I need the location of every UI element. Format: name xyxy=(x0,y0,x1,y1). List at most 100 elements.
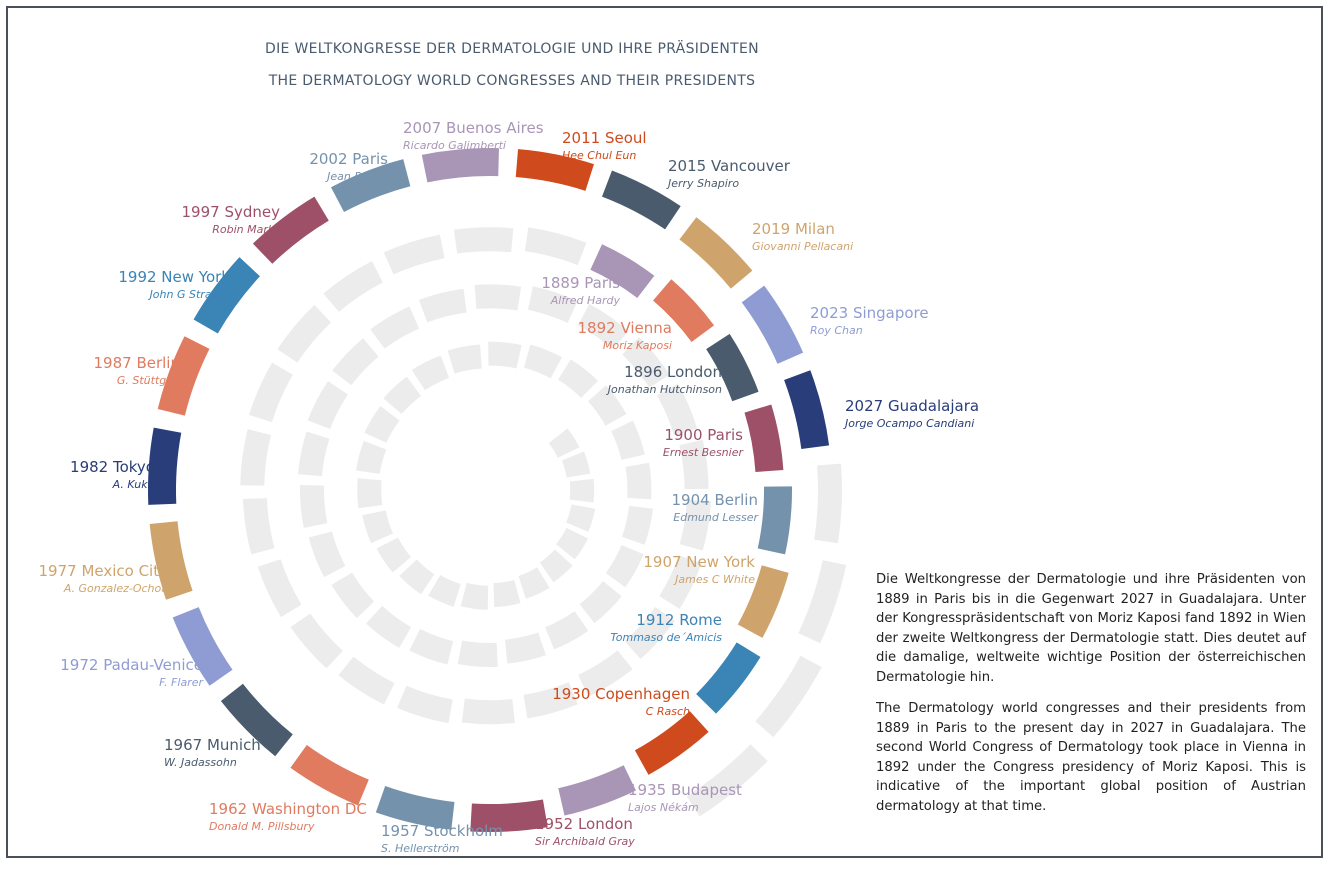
congress-name: 1930 Copenhagen xyxy=(552,685,690,703)
congress-president: Jorge Ocampo Candiani xyxy=(843,417,974,430)
congress-name: 1896 London xyxy=(624,363,722,381)
spiral-segment xyxy=(798,559,847,644)
spiral-segment xyxy=(356,440,387,475)
spiral-segment xyxy=(518,567,550,599)
congress-segment xyxy=(157,336,210,416)
congress-segment xyxy=(737,565,789,638)
spiral-segment xyxy=(524,227,587,266)
spiral-segment xyxy=(242,497,275,555)
congress-segment xyxy=(515,149,594,191)
spiral-segment xyxy=(397,685,453,724)
spiral-segment xyxy=(555,527,589,560)
congress-name: 1997 Sydney xyxy=(182,203,281,221)
congress-name: 1907 New York xyxy=(643,553,755,571)
congress-segment xyxy=(744,404,784,473)
congress-president: Hee Chul Eun xyxy=(562,149,636,162)
congress-president: Ernest Besnier xyxy=(663,446,745,459)
spiral-segment xyxy=(548,428,580,459)
congress-president: A. Gonzalez-Ochoa xyxy=(63,582,168,595)
congress-president: F. Flarer xyxy=(159,676,204,689)
title-de: DIE WELTKONGRESSE DER DERMATOLOGIE UND I… xyxy=(265,39,759,57)
congress-name: 2002 Paris xyxy=(309,150,388,168)
congress-president: John G Strauss xyxy=(148,288,231,301)
congress-name: 1912 Rome xyxy=(636,611,722,629)
spiral-segment xyxy=(679,439,709,490)
congress-president: Jonathan Hutchinson xyxy=(606,383,722,396)
spiral-segment xyxy=(461,698,515,725)
spiral-segment xyxy=(624,606,675,660)
congress-name: 1977 Mexico City xyxy=(39,562,169,580)
congress-segment xyxy=(601,170,681,230)
spiral-segment xyxy=(447,344,483,374)
spiral-segment xyxy=(656,383,698,436)
spiral-segment xyxy=(399,559,435,595)
spiral-segment xyxy=(331,572,375,619)
spiral-segment xyxy=(814,463,842,544)
congress-name: 1972 Padau-Venice xyxy=(60,656,203,674)
congress-segment xyxy=(330,159,411,213)
spiral-segment xyxy=(686,744,768,817)
congress-president: Donald M. Pillsbury xyxy=(209,820,315,833)
congress-president: Roy Chan xyxy=(810,324,863,337)
congress-segment xyxy=(741,285,804,365)
congress-segment xyxy=(634,710,709,775)
spiral-segment xyxy=(370,306,420,349)
congress-name: 2007 Buenos Aires xyxy=(403,119,544,137)
description-de: Die Weltkongresse der Dermatologie und i… xyxy=(876,572,1306,685)
spiral-segment xyxy=(307,381,349,430)
congress-segment xyxy=(706,333,759,402)
spiral-segment xyxy=(523,344,563,379)
congress-segment xyxy=(470,799,548,833)
spiral-segment xyxy=(493,579,521,608)
congress-segment xyxy=(679,217,753,289)
spiral-segment xyxy=(605,544,644,588)
spiral-segment xyxy=(621,505,653,545)
spiral-segment xyxy=(257,559,302,618)
spiral-segment xyxy=(383,376,422,415)
congress-name: 1892 Vienna xyxy=(578,319,672,337)
congress-president: S. Hellerström xyxy=(381,842,459,855)
congress-name: 2011 Seoul xyxy=(562,129,647,147)
spiral-segment xyxy=(376,537,412,573)
congress-president: A. Kukit xyxy=(112,478,156,491)
spiral-segment xyxy=(357,478,383,509)
spiral-segment xyxy=(240,429,272,486)
congress-name: 1962 Washington DC xyxy=(209,800,367,818)
spiral-segment xyxy=(428,574,462,607)
congress-segment xyxy=(220,683,293,757)
congress-president: Tommaso de´Amicis xyxy=(610,631,722,644)
spiral-segment xyxy=(453,227,514,254)
frame xyxy=(6,6,1323,858)
spiral-segment xyxy=(611,420,645,461)
congress-name: 1982 Tokyo xyxy=(70,458,155,476)
congress-segment xyxy=(193,257,261,334)
congress-name: 1992 New York xyxy=(118,268,230,286)
spiral-segment xyxy=(308,531,346,578)
congress-name: 1904 Berlin xyxy=(672,491,758,509)
spiral-segment xyxy=(323,261,384,312)
spiral-segment xyxy=(249,362,293,423)
spiral-segment xyxy=(577,304,629,350)
spiral-segment xyxy=(544,611,589,650)
spiral-segment xyxy=(622,337,670,388)
congress-name: 1889 Paris xyxy=(541,274,620,292)
spiral-segment xyxy=(755,655,822,738)
congress-president: Lajos Nékám xyxy=(628,801,699,814)
spiral-segment xyxy=(587,385,627,426)
spiral-segment xyxy=(474,284,522,311)
congress-president: Alfred Hardy xyxy=(550,294,621,307)
congress-name: 1957 Stockholm xyxy=(381,822,503,840)
congress-president: W. Jadassohn xyxy=(164,756,237,769)
spiral-segment xyxy=(578,650,633,697)
congress-segment xyxy=(375,785,455,830)
congress-segment xyxy=(172,606,233,686)
congress-president: James C White xyxy=(673,573,755,586)
congress-president: Jerry Shapiro xyxy=(666,177,739,190)
spiral-segment xyxy=(338,656,395,705)
spiral-segment xyxy=(418,288,467,323)
spiral-segment xyxy=(569,478,595,503)
congress-name: 2027 Guadalajara xyxy=(845,397,979,415)
spiral-segment xyxy=(504,632,546,664)
congress-name: 1952 London xyxy=(535,815,633,833)
